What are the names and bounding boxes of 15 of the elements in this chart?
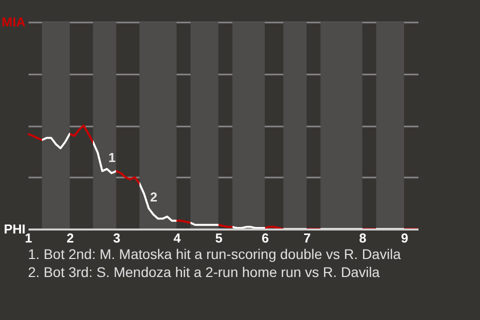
x-tick-label: 2 xyxy=(66,230,74,246)
x-tick-label: 7 xyxy=(303,230,311,246)
text: 2. Bot 3rd: S. Mendoza hit a 2-run home run vs R. Davila xyxy=(28,263,381,281)
x-tick-label: 8 xyxy=(359,230,366,246)
x-tick-label: 9 xyxy=(400,230,408,246)
x-tick-label: 6 xyxy=(262,230,269,246)
x-tick-label: 4 xyxy=(173,230,182,246)
text: PHI xyxy=(4,222,26,236)
x-tick-label: 5 xyxy=(215,230,222,246)
x-tick-label: 3 xyxy=(113,230,120,246)
x-tick-label: 1 xyxy=(24,230,32,246)
text: 1. Bot 2nd: M. Matoska hit a run-scoring double vs R. Davila xyxy=(28,245,401,263)
annotation: 2 xyxy=(150,189,158,204)
annotation: 1 xyxy=(108,150,116,165)
text: MIA xyxy=(2,14,26,30)
